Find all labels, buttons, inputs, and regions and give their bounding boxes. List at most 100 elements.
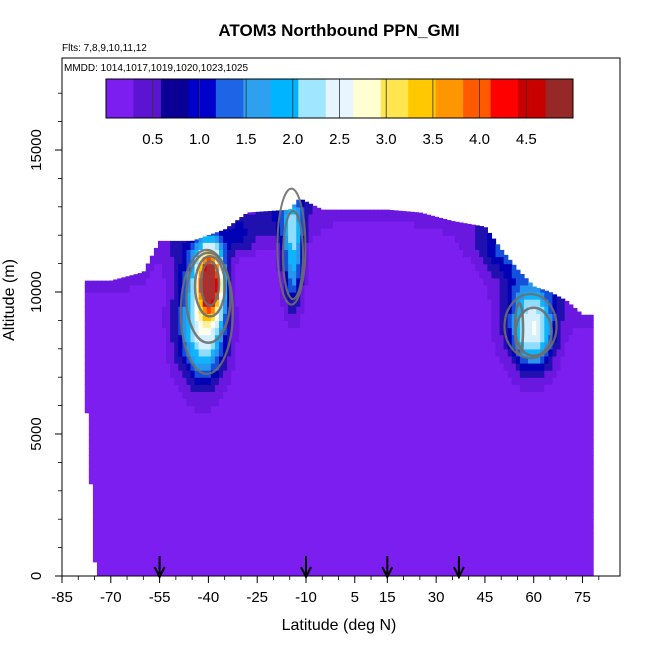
heatmap-cell [353,419,358,428]
heatmap-cell [345,490,350,499]
heatmap-cell [223,554,228,563]
heatmap-cell [393,320,399,329]
heatmap-cell [487,249,493,258]
heatmap-cell [271,419,277,428]
heatmap-cell [487,284,493,293]
heatmap-cell [393,419,399,428]
heatmap-cell [259,483,265,492]
heatmap-cell [438,441,444,449]
heatmap-cell [308,203,314,208]
heatmap-cell [475,377,480,385]
heatmap-cell [381,256,387,265]
heatmap-cell [259,228,265,236]
heatmap-cell [141,561,147,570]
heatmap-cell [239,561,244,570]
heatmap-cell [145,405,151,414]
heatmap-cell [231,412,236,421]
heatmap-cell [133,355,139,364]
heatmap-cell [349,547,354,556]
heatmap-cell [117,497,122,506]
heatmap-cell [369,213,375,222]
heatmap-cell [121,377,127,385]
heatmap-cell [292,568,297,576]
heatmap-cell [377,497,383,506]
heatmap-cell [300,512,305,520]
heatmap-cell [275,519,281,527]
heatmap-cell [239,341,244,350]
heatmap-cell [96,405,102,414]
heatmap-cell [410,334,415,343]
heatmap-cell [121,476,127,485]
heatmap-cell [410,235,415,243]
heatmap-cell [288,426,293,435]
heatmap-cell [357,242,362,250]
heatmap-cell [381,547,387,556]
heatmap-cell [324,412,330,421]
heatmap-cell [426,490,432,499]
heatmap-cell [471,377,476,385]
heatmap-cell [426,512,432,520]
heatmap-cell [345,448,350,456]
heatmap-cell [121,398,127,407]
heatmap-cell [312,313,318,321]
heatmap-cell [324,490,330,499]
heatmap-cell [430,384,436,392]
heatmap-cell [92,519,98,527]
heatmap-cell [487,384,493,392]
heatmap-cell [141,568,147,576]
heatmap-cell [157,519,163,527]
heatmap-cell [442,249,448,258]
heatmap-cell [271,249,277,258]
heatmap-cell [479,490,484,499]
heatmap-cell [96,533,102,542]
heatmap-cell [426,377,432,385]
heatmap-cell [365,377,371,385]
heatmap-cell [105,377,110,385]
heatmap-cell [190,284,196,293]
heatmap-cell [487,256,493,265]
heatmap-cell [149,348,155,357]
heatmap-cell [202,469,208,478]
heatmap-cell [255,341,261,350]
heatmap-cell [475,497,480,506]
heatmap-cell [418,384,423,392]
heatmap-cell [389,256,395,265]
heatmap-cell [406,341,411,350]
heatmap-cell [308,483,314,492]
heatmap-cell [170,292,175,300]
heatmap-cell [426,547,432,556]
heatmap-cell [174,412,179,421]
heatmap-cell [328,497,334,506]
heatmap-cell [426,263,432,272]
heatmap-cell [292,277,297,286]
heatmap-cell [210,540,216,549]
heatmap-cell [434,505,440,513]
heatmap-cell [247,455,253,463]
heatmap-cell [308,519,314,527]
heatmap-cell [166,568,171,576]
heatmap-cell [397,334,403,343]
heatmap-cell [336,334,342,343]
heatmap-cell [418,235,423,243]
heatmap-cell [365,540,371,549]
heatmap-cell [210,526,216,534]
heatmap-cell [214,419,220,428]
heatmap-cell [422,299,427,307]
heatmap-cell [300,441,305,449]
heatmap-cell [190,519,196,527]
heatmap-cell [170,242,175,250]
heatmap-cell [401,377,407,385]
heatmap-cell [345,412,350,421]
heatmap-cell [218,370,224,378]
heatmap-cell [353,292,358,300]
heatmap-cell [279,519,285,527]
heatmap-cell [288,363,293,371]
heatmap-cell [495,540,501,549]
heatmap-cell [446,249,452,258]
heatmap-cell [101,490,106,499]
heatmap-cell [243,554,249,563]
heatmap-cell [186,490,192,499]
heatmap-cell [430,568,436,576]
heatmap-cell [105,299,110,307]
heatmap-cell [300,221,305,229]
